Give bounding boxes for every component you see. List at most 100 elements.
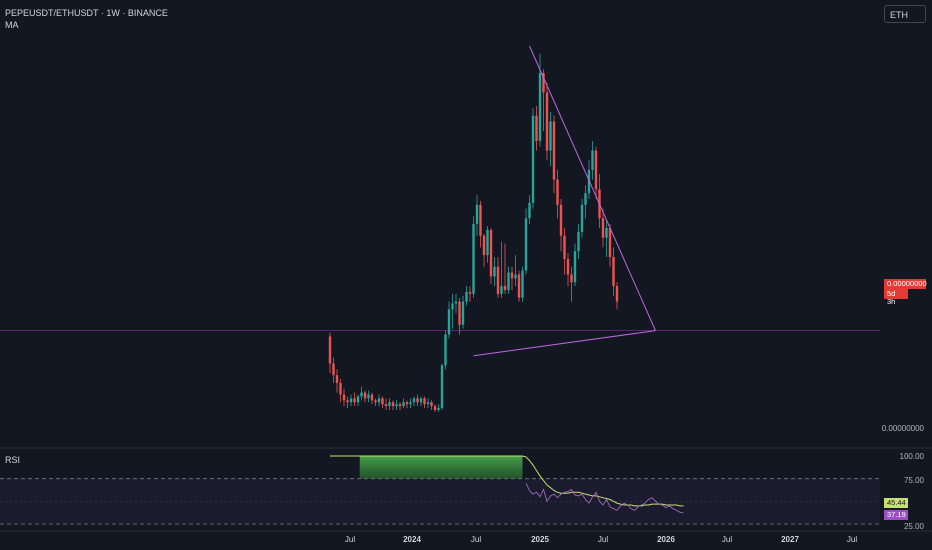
candle-body <box>612 257 615 287</box>
candle-body <box>615 286 619 302</box>
trendline-support <box>473 330 656 357</box>
candle-body <box>475 204 479 225</box>
candle-body <box>349 398 353 403</box>
time-tick-label: Jul <box>846 535 858 544</box>
candle-body <box>426 402 430 405</box>
candle-body <box>514 274 517 279</box>
countdown-tag: 5d 3h <box>884 289 908 306</box>
candle-body <box>542 73 545 93</box>
rsi-ma-line <box>330 455 684 507</box>
candle-body <box>332 363 335 376</box>
candle-body <box>496 266 500 294</box>
candle-body <box>482 235 486 256</box>
candle-body <box>559 204 563 236</box>
candle-body <box>454 301 458 304</box>
price-tick-bottom: 0.00000000 <box>881 424 924 433</box>
candle-body <box>521 270 524 298</box>
candle-body <box>591 150 594 170</box>
candle-body <box>531 115 535 203</box>
candle-body <box>486 229 489 256</box>
candle-body <box>419 398 423 403</box>
candle-body <box>570 274 573 283</box>
current-price-tag: 0.00000000 <box>884 279 927 289</box>
candle-body <box>444 334 447 366</box>
candle-body <box>360 392 363 397</box>
candle-body <box>461 301 465 325</box>
candle-body <box>412 398 416 403</box>
candle-body <box>601 218 605 238</box>
time-tick-label: 2027 <box>781 535 799 544</box>
candle-body <box>458 301 461 325</box>
candle-body <box>335 375 339 383</box>
candle-body <box>465 291 468 302</box>
rsi-overbought-fill <box>359 456 523 479</box>
candle-body <box>440 365 444 409</box>
candle-body <box>395 404 398 407</box>
candle-body <box>423 398 426 405</box>
candle-body <box>538 73 542 141</box>
candle-body <box>430 402 433 407</box>
candle-body <box>608 228 612 258</box>
candle-body <box>381 398 384 405</box>
candle-body <box>468 291 472 294</box>
candle-body <box>409 402 412 405</box>
candle-body <box>573 251 577 283</box>
candle-body <box>342 394 346 401</box>
candle-body <box>566 258 570 275</box>
rsi-line <box>525 483 684 514</box>
candle-body <box>503 286 507 290</box>
rsi-value-tag: 37.19 <box>884 510 908 520</box>
candle-body <box>353 398 356 403</box>
candle-body <box>493 266 496 277</box>
candle-body <box>398 404 402 407</box>
candle-body <box>489 229 493 277</box>
rsi-tick-25: 25.00 <box>903 522 924 531</box>
candle-body <box>528 202 531 219</box>
rsi-tick-75: 75.00 <box>903 476 924 485</box>
currency-button[interactable]: ETH <box>884 5 926 23</box>
candle-body <box>549 121 552 151</box>
time-tick-label: Jul <box>470 535 482 544</box>
candle-body <box>594 150 598 190</box>
ma-indicator-label[interactable]: MA <box>5 20 19 30</box>
candle-body <box>584 193 587 205</box>
candle-body <box>433 406 437 410</box>
candle-body <box>479 204 482 236</box>
candle-body <box>545 92 549 151</box>
candle-body <box>451 303 454 310</box>
candle-body <box>391 402 395 407</box>
candle-body <box>507 272 510 290</box>
time-tick-label: 2024 <box>403 535 421 544</box>
candle-body <box>374 400 377 403</box>
candle-body <box>388 402 391 407</box>
candle-body <box>552 121 556 180</box>
candle-body <box>524 218 528 271</box>
time-tick-label: Jul <box>344 535 356 544</box>
candle-body <box>535 115 538 141</box>
time-tick-label: Jul <box>597 535 609 544</box>
candle-body <box>577 231 580 252</box>
candle-body <box>377 398 381 403</box>
rsi-title[interactable]: RSI <box>5 455 21 465</box>
rsi-tick-100: 100.00 <box>899 452 924 461</box>
time-tick-label: 2026 <box>657 535 675 544</box>
candle-body <box>563 235 566 259</box>
candle-body <box>405 402 409 405</box>
candle-body <box>367 394 370 399</box>
candle-body <box>356 396 360 403</box>
candle-body <box>384 404 388 407</box>
candle-body <box>437 408 440 410</box>
candle-body <box>402 402 405 407</box>
time-tick-label: Jul <box>721 535 733 544</box>
candle-body <box>447 309 451 335</box>
candle-body <box>517 274 521 298</box>
candle-body <box>416 398 419 403</box>
candle-body <box>605 228 608 238</box>
candle-body <box>556 179 559 205</box>
trendline-resistance <box>529 45 656 331</box>
candle-body <box>472 224 475 294</box>
symbol-title: PEPEUSDT/ETHUSDT · 1W · BINANCE <box>5 8 168 18</box>
candle-body <box>510 272 514 279</box>
candle-body <box>328 336 332 364</box>
